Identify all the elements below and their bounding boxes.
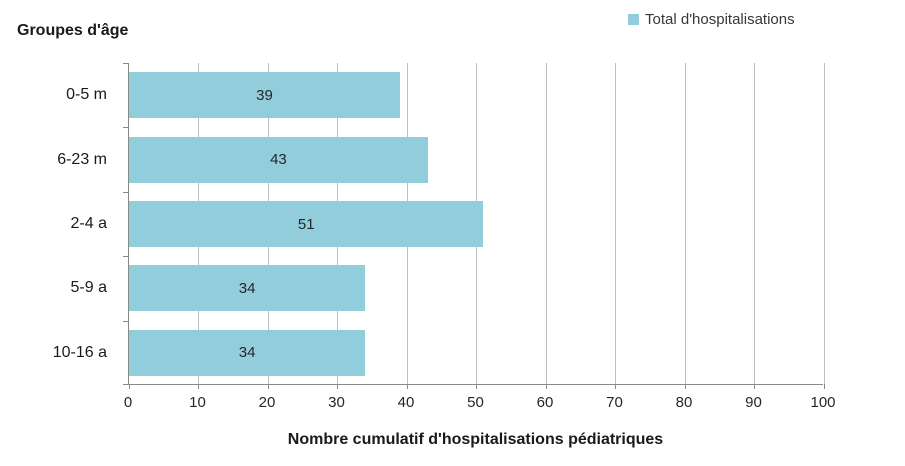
x-axis-tick: [267, 384, 269, 389]
x-axis-tick: [684, 384, 686, 389]
x-tick-label-70: 70: [606, 394, 623, 411]
y-axis-tick: [123, 320, 129, 322]
x-tick-label-100: 100: [810, 394, 836, 411]
y-axis-tick: [123, 63, 129, 64]
y-axis-tick: [123, 256, 129, 258]
y-axis-tick: [123, 384, 129, 385]
gridline-x-90: [754, 63, 755, 384]
bar-value-label: 34: [238, 344, 256, 362]
legend-label: Total d'hospitalisations: [645, 11, 795, 28]
x-tick-label-30: 30: [328, 394, 345, 411]
category-label-6-23 m: 6-23 m: [57, 150, 107, 168]
x-axis-tick: [615, 384, 616, 389]
bar-6-23 m: 43: [129, 136, 428, 183]
x-axis-tick: [545, 384, 547, 389]
x-axis-tick: [198, 384, 199, 389]
y-axis-tick: [123, 127, 129, 129]
x-axis-tick: [754, 384, 755, 389]
y-axis-tick: [123, 191, 129, 193]
gridline-x-60: [545, 63, 547, 384]
category-label-10-16 a: 10-16 a: [52, 343, 107, 361]
legend-swatch-icon: [628, 14, 639, 25]
x-tick-label-10: 10: [189, 394, 206, 411]
gridline-x-70: [615, 63, 616, 384]
x-tick-label-80: 80: [675, 394, 693, 411]
gridline-x-100: [823, 63, 825, 384]
category-label-0-5 m: 0-5 m: [66, 86, 107, 104]
bar-5-9 a: 34: [129, 265, 366, 312]
x-tick-label-40: 40: [397, 394, 415, 411]
x-axis-tick: [823, 384, 825, 389]
y-axis-group-title: Groupes d'âge: [17, 22, 129, 39]
plot-area: 39 43 51 34 34: [123, 63, 825, 389]
bar-2-4 a: 51: [129, 201, 484, 247]
x-tick-label-60: 60: [536, 394, 554, 411]
category-label-2-4 a: 2-4 a: [70, 215, 107, 232]
x-axis-tick: [337, 384, 338, 389]
bar-value-label: 43: [270, 151, 287, 169]
x-axis-title: Nombre cumulatif d'hospitalisations pédi…: [287, 431, 664, 448]
x-tick-label-50: 50: [467, 394, 484, 411]
gridline-x-80: [684, 63, 686, 384]
bar-0-5 m: 39: [129, 72, 401, 119]
x-tick-label-90: 90: [745, 394, 762, 411]
bar-10-16 a: 34: [129, 329, 366, 376]
x-tick-label-0: 0: [123, 394, 133, 411]
x-axis-tick: [128, 384, 130, 389]
x-tick-label-20: 20: [258, 394, 276, 411]
bar-value-label: 34: [238, 279, 256, 297]
bar-value-label: 51: [297, 215, 315, 233]
category-label-5-9 a: 5-9 a: [70, 279, 107, 297]
bar-value-label: 39: [256, 86, 273, 104]
legend: Total d'hospitalisations: [628, 11, 795, 28]
x-axis-tick: [406, 384, 408, 389]
x-axis-tick: [476, 384, 477, 389]
